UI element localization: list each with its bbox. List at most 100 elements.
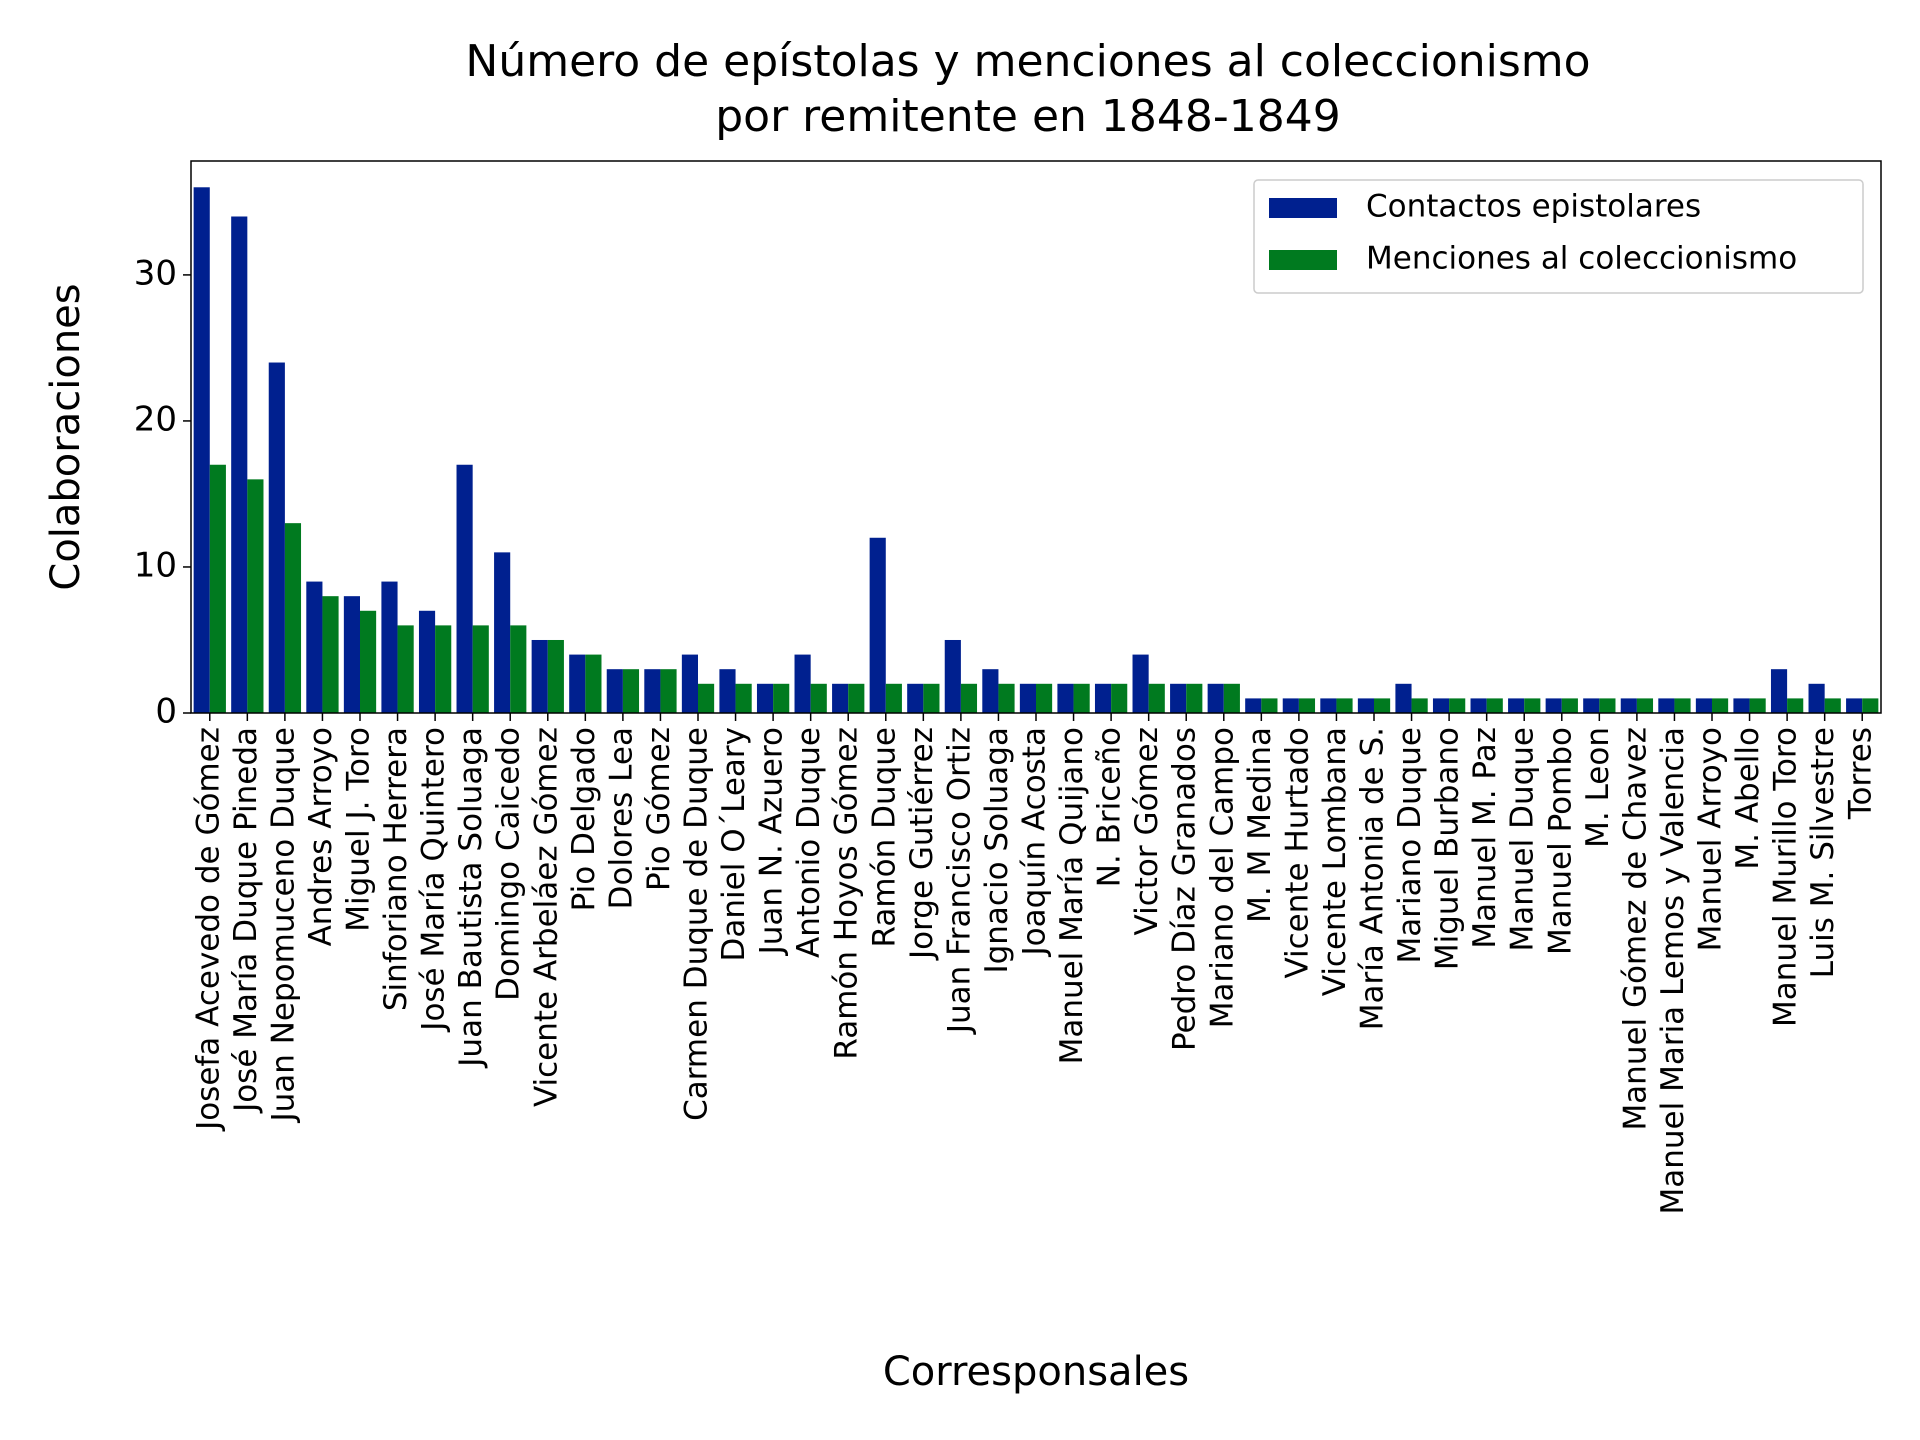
x-tick-label: Manuel Murillo Toro <box>1768 727 1804 1027</box>
bar <box>1787 698 1804 713</box>
x-tick-label: Jorge Gutiérrez <box>904 727 940 961</box>
bar <box>1733 698 1750 713</box>
bar <box>998 683 1015 713</box>
bar <box>397 625 414 713</box>
bar <box>660 669 677 713</box>
bar <box>1245 698 1262 713</box>
bar <box>1261 698 1278 713</box>
x-tick-label: Miguel J. Toro <box>341 727 377 932</box>
chart-title: por remitente en 1848-1849 <box>715 91 1341 142</box>
bar <box>247 479 264 713</box>
x-tick-label: Vicente Hurtado <box>1279 727 1315 978</box>
x-tick-label: Josefa Acevedo de Gómez <box>190 727 226 1132</box>
bar <box>1470 698 1487 713</box>
bar <box>719 669 736 713</box>
bar <box>1223 683 1240 713</box>
y-tick-label: 30 <box>134 253 177 293</box>
x-tick-label: Miguel Burbano <box>1430 727 1466 970</box>
bar <box>531 639 548 713</box>
bar <box>1019 683 1036 713</box>
bar <box>885 683 902 713</box>
x-tick-label: N. Briceño <box>1092 727 1128 887</box>
bar <box>209 464 226 713</box>
x-tick-label: Sinforiano Herrera <box>378 727 414 1011</box>
bar <box>510 625 527 713</box>
bar <box>1486 698 1503 713</box>
bar <box>848 683 865 713</box>
x-tick-label: Joaquín Acosta <box>1017 727 1053 958</box>
bar <box>960 683 978 713</box>
bar <box>1545 698 1562 713</box>
bar <box>1111 683 1128 713</box>
bar <box>435 625 452 713</box>
bar <box>622 669 640 713</box>
bar <box>1170 683 1187 713</box>
bar <box>322 596 339 713</box>
bar <box>1695 698 1712 713</box>
x-tick-label: Ramón Hoyos Gómez <box>829 727 865 1060</box>
x-tick-label: Domingo Caicedo <box>491 727 527 1001</box>
x-tick-label: Victor Gómez <box>1129 727 1165 935</box>
bar <box>869 537 886 713</box>
x-tick-label: Manuel Duque <box>1505 727 1541 952</box>
bar <box>381 581 398 713</box>
x-tick-label: José María Quintero <box>416 727 452 1033</box>
x-tick-label: M. M Medina <box>1242 727 1278 923</box>
x-tick-label: Torres <box>1843 727 1879 820</box>
bar <box>1148 683 1165 713</box>
bar <box>810 683 827 713</box>
x-tick-label: Pio Gómez <box>641 727 677 891</box>
bar <box>494 552 511 713</box>
bar <box>1636 698 1654 713</box>
x-tick-label: Manuel María Quijano <box>1054 727 1090 1064</box>
y-tick-label: 10 <box>134 545 177 585</box>
bar <box>418 610 436 713</box>
bar <box>1094 683 1112 713</box>
x-tick-label: Carmen Duque de Duque <box>679 727 715 1121</box>
bar <box>832 683 849 713</box>
bar <box>1674 698 1691 713</box>
bar <box>1712 698 1729 713</box>
x-tick-label: Manuel Gómez de Chavez <box>1617 727 1653 1131</box>
bar <box>231 216 248 713</box>
bar <box>1374 698 1391 713</box>
legend-label: Menciones al coleccionismo <box>1366 241 1797 277</box>
y-tick-label: 0 <box>155 692 177 732</box>
x-tick-label: Vicente Arbeláez Gómez <box>528 727 564 1107</box>
x-tick-label: Daniel O´Leary <box>716 727 752 961</box>
x-tick-label: Manuel Arroyo <box>1693 727 1729 951</box>
bar <box>1298 698 1316 713</box>
bar <box>1862 698 1879 713</box>
bar <box>1186 683 1203 713</box>
bar <box>1282 698 1299 713</box>
bar <box>1658 698 1675 713</box>
chart-title: Número de epístolas y menciones al colec… <box>465 36 1590 87</box>
bar <box>343 596 360 713</box>
bar <box>1357 698 1374 713</box>
x-tick-label: Ignacio Soluaga <box>979 727 1015 974</box>
bar <box>1132 654 1149 713</box>
x-tick-label: M. Leon <box>1580 727 1616 848</box>
bar <box>1320 698 1337 713</box>
x-tick-label: Andres Arroyo <box>303 727 339 946</box>
bar <box>1620 698 1637 713</box>
x-tick-label: Manuel Pombo <box>1542 727 1578 955</box>
bar <box>193 187 210 714</box>
x-tick-label: Manuel Maria Lemos y Valencia <box>1655 727 1691 1214</box>
y-tick-label: 20 <box>134 399 177 439</box>
bar <box>268 362 285 713</box>
bar <box>1411 698 1428 713</box>
bar <box>606 669 623 713</box>
x-tick-label: Juan N. Azuero <box>754 727 790 956</box>
legend-swatch <box>1269 250 1337 270</box>
x-tick-label: Dolores Lea <box>603 727 639 909</box>
x-tick-label: Vicente Lombana <box>1317 727 1353 996</box>
x-tick-label: Mariano del Campo <box>1204 727 1240 1028</box>
bar <box>1336 698 1353 713</box>
y-axis-label: Colaboraciones <box>43 283 89 590</box>
bar <box>698 683 715 713</box>
x-tick-label: María Antonia de S. <box>1355 727 1391 1030</box>
bar <box>1449 698 1466 713</box>
x-tick-label: Manuel M. Paz <box>1467 727 1503 949</box>
bar <box>472 625 489 713</box>
